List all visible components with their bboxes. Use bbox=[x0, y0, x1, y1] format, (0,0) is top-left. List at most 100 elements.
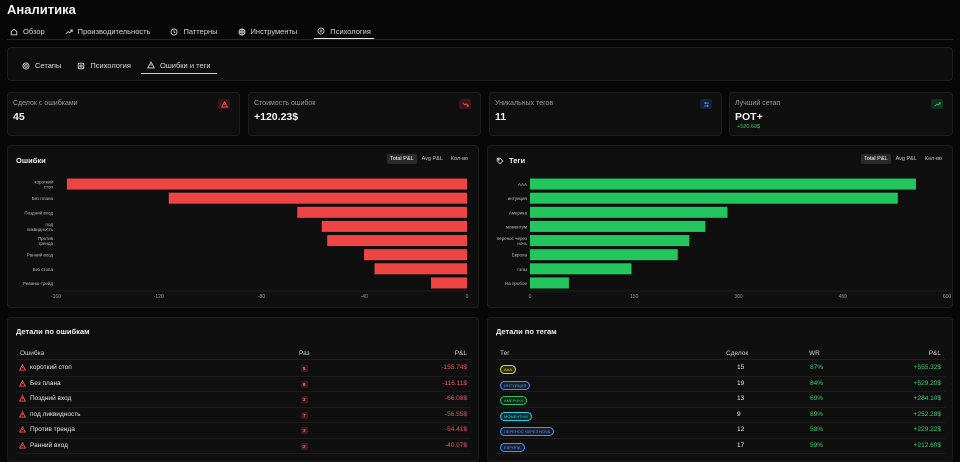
table-row[interactable]: ПЕРЕНОС ЧЕРЕЗ НОЧЬ 12 58% +229.22$ bbox=[496, 423, 945, 439]
stat-value: POT+ bbox=[735, 111, 763, 123]
category-label: перенос через ночь bbox=[497, 236, 528, 246]
target-icon bbox=[22, 62, 30, 70]
globe-icon bbox=[238, 28, 246, 36]
category-label: Америка bbox=[509, 210, 528, 215]
win-rate: 89% bbox=[810, 410, 824, 418]
tags-icon bbox=[700, 99, 712, 109]
bar[interactable] bbox=[327, 235, 467, 247]
category-label: Поздний вход bbox=[24, 209, 53, 215]
col-trades: Сделок bbox=[726, 350, 749, 357]
table-row[interactable]: ЕВРОПА 17 59% +212.60$ bbox=[496, 439, 945, 454]
tab-psychology[interactable]: Психология bbox=[314, 24, 374, 39]
toggle-total-pnl[interactable]: Total P&L bbox=[861, 154, 891, 164]
errors-bar-chart: короткий стоп Без плана Поздний вход под ликв… bbox=[23, 178, 469, 300]
errors-metric-toggle: Total P&L Avg P&L Кол-во bbox=[387, 154, 471, 164]
tab-performance[interactable]: Производительность bbox=[62, 24, 154, 39]
table-row[interactable]: ИНТУИЦИЯ 19 84% +529.20$ bbox=[496, 377, 945, 392]
win-rate: 84% bbox=[810, 379, 824, 387]
pnl-value: +229.22$ bbox=[913, 426, 941, 433]
trades-count: 15 bbox=[737, 364, 745, 371]
bar[interactable] bbox=[374, 263, 467, 275]
pnl-value: -54.41$ bbox=[444, 426, 467, 433]
bar[interactable] bbox=[321, 220, 467, 232]
tag-icon bbox=[496, 157, 504, 165]
tab-label: Производительность bbox=[77, 27, 151, 36]
win-rate: 59% bbox=[810, 441, 824, 449]
subtab-psychology[interactable]: Психология bbox=[71, 57, 137, 74]
col-count: Раз bbox=[299, 350, 310, 357]
warning-icon bbox=[18, 441, 27, 451]
pnl-value: +284.10$ bbox=[913, 395, 941, 402]
tab-patterns[interactable]: Паттерны bbox=[167, 24, 220, 39]
tags-metric-toggle: Total P&L Avg P&L Кол-во bbox=[861, 154, 945, 164]
tags-chart-panel: Теги Total P&L Avg P&L Кол-во AAA интуици… bbox=[487, 145, 953, 308]
trending-up-icon bbox=[931, 99, 943, 109]
tag-pill[interactable]: AAA bbox=[500, 365, 517, 374]
bar[interactable] bbox=[530, 249, 678, 261]
category-label: интуиция bbox=[508, 196, 528, 201]
category-label: Реванш-трейд bbox=[23, 280, 53, 286]
table-row[interactable]: Без плана 8 -116.11$ bbox=[16, 377, 471, 392]
errors-table-header: Ошибка Раз P&L bbox=[16, 347, 471, 360]
tab-overview[interactable]: Обзор bbox=[7, 24, 48, 39]
bar[interactable] bbox=[530, 178, 916, 190]
bar[interactable] bbox=[530, 263, 632, 275]
chart-title-text: Ошибки bbox=[16, 156, 46, 165]
pnl-value: +212.60$ bbox=[913, 441, 941, 449]
table-row[interactable]: Поздний вход 2 -66.08$ bbox=[16, 392, 471, 408]
tab-instruments[interactable]: Инструменты bbox=[235, 24, 301, 39]
pnl-value: -40.07$ bbox=[444, 441, 467, 449]
tag-pill[interactable]: ЕВРОПА bbox=[500, 442, 525, 452]
subtab-label: Ошибки и теги bbox=[159, 60, 211, 70]
toggle-avg-pnl[interactable]: Avg P&L bbox=[421, 156, 443, 162]
warning-icon bbox=[18, 379, 27, 389]
category-label: под ликвидность bbox=[27, 222, 54, 232]
category-label: моментум bbox=[506, 224, 527, 229]
table-row[interactable]: Ранний вход 2 -40.07$ bbox=[16, 439, 471, 454]
bar[interactable] bbox=[530, 220, 706, 232]
tag-pill[interactable]: ИНТУИЦИЯ bbox=[500, 380, 531, 390]
stat-value: +120.23$ bbox=[254, 111, 299, 123]
toggle-avg-pnl[interactable]: Avg P&L bbox=[895, 156, 917, 162]
tick-label: 0 bbox=[529, 294, 532, 300]
count-badge: 7 bbox=[301, 411, 308, 419]
warning-icon bbox=[218, 99, 230, 109]
bar[interactable] bbox=[168, 192, 467, 204]
pnl-value: +252.28$ bbox=[913, 410, 941, 418]
bar[interactable] bbox=[530, 277, 569, 289]
bar[interactable] bbox=[66, 178, 467, 190]
subtab-setups[interactable]: Сетапы bbox=[16, 57, 67, 74]
table-row[interactable]: АМЕРИКА 13 69% +284.10$ bbox=[496, 392, 945, 408]
table-row[interactable]: короткий стоп 5 -155.74$ bbox=[16, 361, 471, 377]
bar[interactable] bbox=[530, 235, 690, 247]
subtab-errors-tags[interactable]: Ошибки и теги bbox=[140, 57, 217, 74]
table-row[interactable]: AAA 15 87% +555.32$ bbox=[496, 361, 945, 377]
bar[interactable] bbox=[530, 206, 728, 218]
tag-pill[interactable]: МОМЕНТУМ bbox=[500, 411, 532, 421]
table-row[interactable]: Против тренда 3 -54.41$ bbox=[16, 423, 471, 439]
tag-pill[interactable]: ПЕРЕНОС ЧЕРЕЗ НОЧЬ bbox=[500, 427, 555, 436]
toggle-total-pnl[interactable]: Total P&L bbox=[387, 154, 417, 164]
bar[interactable] bbox=[530, 192, 898, 204]
bar[interactable] bbox=[297, 206, 467, 218]
stat-label: Лучший сетап bbox=[735, 100, 781, 107]
stat-sub: +520.60$ bbox=[737, 124, 761, 130]
bar[interactable] bbox=[364, 249, 467, 261]
subtab-label: Сетапы bbox=[35, 61, 62, 70]
stat-card-best-setup: Лучший сетап POT+ +520.60$ bbox=[729, 92, 953, 136]
stat-label: Сделок с ошибками bbox=[13, 100, 78, 107]
category-label: гэпы bbox=[517, 267, 527, 272]
brain-icon bbox=[77, 62, 85, 70]
toggle-count[interactable]: Кол-во bbox=[924, 156, 942, 162]
errors-table-title: Детали по ошибкам bbox=[16, 327, 90, 336]
col-pnl: P&L bbox=[454, 350, 467, 357]
bar[interactable] bbox=[431, 277, 467, 289]
table-row[interactable]: под ликвидность 7 -56.55$ bbox=[16, 408, 471, 423]
errors-chart-panel: Ошибки Total P&L Avg P&L Кол-во короткий… bbox=[7, 145, 479, 308]
pnl-value: -116.11$ bbox=[442, 379, 467, 387]
trending-up-icon bbox=[65, 28, 73, 36]
tag-pill[interactable]: АМЕРИКА bbox=[500, 396, 528, 405]
toggle-count[interactable]: Кол-во bbox=[450, 156, 468, 162]
table-row[interactable]: МОМЕНТУМ 9 89% +252.28$ bbox=[496, 408, 945, 423]
error-name: Ранний вход bbox=[30, 441, 68, 449]
